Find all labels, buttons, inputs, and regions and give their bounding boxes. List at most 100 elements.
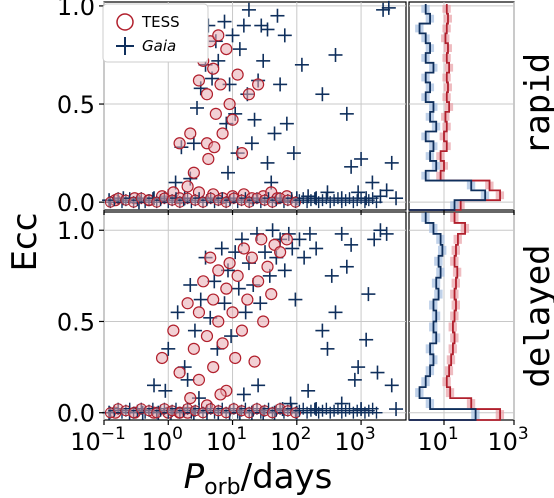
rapid-scatter-gaia-point-48 (354, 151, 369, 166)
rapid-scatter-tess-point-24 (226, 113, 239, 126)
rapid-scatter-tess-point-17 (212, 29, 225, 42)
rapid-scatter-gaia-point-40 (373, 189, 388, 204)
rapid-scatter-gaia-point-41 (379, 183, 394, 198)
delayed-scatter-gaia-point-30 (214, 241, 229, 256)
rapid-scatter-tess-point-28 (242, 88, 256, 101)
delayed-scatter-tess-point-42 (214, 388, 227, 401)
rapid-scatter-gaia-point-17 (225, 28, 240, 43)
histograms (409, 3, 505, 421)
rapid-hist-step-gaia (409, 3, 487, 211)
delayed-scatter-tess-point-9 (181, 297, 194, 310)
delayed-scatter-gaia-point-33 (224, 329, 239, 344)
delayed-scatter-gaia-point-49 (285, 241, 300, 256)
delayed-scatter-gaia-point-57 (328, 305, 343, 320)
delayed-scatter-xtick-label-3: 102 (270, 424, 311, 456)
rapid-scatter-gaia-point-47 (339, 106, 354, 121)
delayed-scatter-tess-point-17 (207, 293, 220, 306)
delayed-hist-step-gaia (409, 212, 477, 421)
delayed-scatter-gaia-point-64 (379, 226, 394, 241)
rapid-scatter-gaia-point-49 (315, 87, 330, 102)
delayed-scatter-ytick-label-2: 1.0 (57, 217, 95, 245)
rapid-scatter-gaia-point-29 (279, 116, 294, 131)
rapid-scatter-gaia-point-55 (260, 155, 275, 170)
rapid-scatter-gaia-point-36 (344, 159, 359, 174)
delayed-scatter-gaia-point-21 (170, 305, 185, 320)
delayed-scatter-gaia-point-77 (389, 402, 404, 417)
panel-label-rapid: rapid (518, 53, 554, 155)
x-axis-label: Porb/days (184, 457, 333, 498)
delayed-scatter-gaia-point-41 (253, 296, 268, 311)
rapid-scatter-gaia-point-28 (273, 77, 288, 92)
rapid-scatter-gaia-point-14 (217, 14, 232, 29)
rapid-scatter-gaia-point-57 (186, 136, 201, 151)
delayed-scatter-tess-point-7 (167, 324, 180, 337)
delayed-hist-step-tess (409, 212, 501, 421)
delayed-scatter-gaia-point-20 (161, 341, 176, 356)
rapid-scatter-gaia-point-46 (328, 47, 343, 62)
delayed-scatter-gaia-point-73 (236, 387, 251, 402)
delayed-scatter-gaia-point-56 (320, 341, 335, 356)
x-axis-label-base: P (184, 457, 205, 497)
delayed-scatter-tess-point-28 (237, 242, 250, 255)
delayed-scatter-gaia-point-71 (180, 372, 195, 387)
delayed-scatter-gaia-point-67 (361, 287, 376, 302)
delayed-scatter-tess-point-23 (223, 256, 236, 270)
delayed-scatter-gaia-point-75 (301, 383, 316, 398)
rapid-scatter-tess-point-7 (187, 166, 200, 179)
rapid-scatter-tess-point-38 (208, 141, 221, 154)
rapid-scatter-gaia-point-20 (236, 18, 251, 33)
delayed-scatter-tess-point-32 (252, 275, 265, 288)
rapid-scatter-tess-point-16 (209, 107, 222, 120)
delayed-scatter-tess-point-30 (245, 251, 258, 264)
delayed-scatter-gaia-point-52 (297, 250, 312, 265)
rapid-scatter-tess-point-22 (223, 97, 236, 111)
rapid-scatter-tess-point-19 (216, 127, 229, 140)
delayed-scatter-ytick-label-1: 0.5 (57, 308, 95, 336)
rapid-scatter-tess-point-21 (220, 42, 233, 56)
delayed-scatter-tess-point-14 (200, 329, 214, 343)
rapid-scatter-gaia-point-59 (221, 165, 236, 180)
delayed-scatter-xtick-label-0: 10−1 (70, 424, 126, 456)
delayed-scatter-gaia-point-47 (277, 263, 292, 278)
delayed-scatter-tess-point-34 (257, 315, 270, 328)
rapid-scatter-gaia-point-22 (244, 136, 259, 151)
rapid-scatter-gaia-point-37 (351, 185, 366, 200)
delayed-scatter-gaia-point-63 (373, 223, 388, 238)
delayed-scatter-tess-point-12 (192, 373, 206, 386)
delayed-scatter-gaia-point-68 (339, 259, 354, 274)
rapid-scatter-gaia-point-25 (260, 22, 275, 37)
delayed-scatter-tess-point-16 (207, 360, 220, 374)
rapid-scatter-gaia-point-53 (294, 57, 309, 72)
delayed-scatter-gaia-point-35 (231, 281, 246, 296)
rapid-scatter-tess-point-26 (235, 146, 249, 160)
delayed-hist-xtick-label-0: 101 (417, 424, 458, 456)
rapid-scatter-gaia-point-34 (320, 185, 335, 200)
rapid-scatter-tess-point-30 (252, 78, 265, 91)
rapid-scatter-ytick-label-1: 0.5 (57, 91, 95, 119)
rapid-scatter-circular-orbit-band (104, 192, 383, 209)
delayed-scatter-tess-point-36 (265, 288, 278, 301)
legend-gaia-marker (116, 37, 134, 55)
delayed-scatter-gaia-point-59 (344, 237, 359, 252)
rapid-scatter-tess-point-37 (202, 152, 215, 166)
delayed-scatter-gaia-point-65 (384, 378, 399, 393)
delayed-scatter-gaia-point-23 (183, 277, 198, 292)
rapid-scatter-tess-point-36 (184, 127, 197, 140)
rapid-scatter-gaia-point-44 (376, 2, 391, 17)
y-axis-label: Ecc (5, 213, 45, 272)
delayed-scatter-tess-point-33 (255, 233, 268, 246)
delayed-scatter-gaia-point-62 (367, 232, 382, 247)
delayed-scatter-gaia-point-44 (265, 223, 280, 238)
delayed-scatter-tess-point-25 (229, 351, 242, 365)
delayed-scatter-xtick-label-4: 103 (334, 424, 375, 456)
rapid-scatter-gaia-point-27 (270, 8, 285, 23)
delayed-scatter-tess-point-13 (197, 275, 210, 288)
delayed-scatter-tess-point-20 (216, 337, 229, 350)
rapid-scatter-tess-point-12 (200, 88, 214, 101)
delayed-hist-xtick-label-1: 103 (487, 424, 528, 456)
delayed-scatter-gaia-point-69 (324, 268, 339, 283)
delayed-scatter-gaia-point-66 (370, 365, 385, 380)
delayed-scatter-tess-point-39 (280, 233, 293, 246)
delayed-scatter-gaia-point-28 (207, 274, 222, 289)
